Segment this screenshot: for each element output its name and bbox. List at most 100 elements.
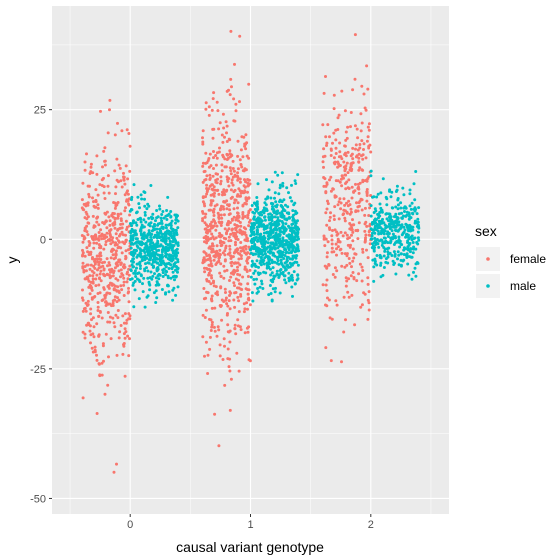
data-point bbox=[202, 250, 206, 254]
data-point bbox=[227, 227, 231, 231]
data-point bbox=[340, 264, 344, 268]
data-point bbox=[176, 258, 180, 262]
data-point bbox=[380, 243, 384, 247]
data-point bbox=[269, 278, 273, 282]
data-point bbox=[372, 279, 376, 283]
data-point bbox=[252, 217, 256, 221]
data-point bbox=[121, 314, 125, 318]
data-point bbox=[362, 92, 366, 96]
data-point bbox=[247, 82, 251, 86]
data-point bbox=[239, 257, 243, 260]
data-point bbox=[116, 316, 120, 320]
data-point bbox=[362, 142, 366, 146]
data-point bbox=[294, 182, 298, 185]
data-point bbox=[234, 198, 238, 202]
data-point bbox=[277, 227, 281, 230]
data-point bbox=[100, 261, 104, 265]
data-point bbox=[328, 228, 332, 231]
data-point bbox=[120, 230, 124, 234]
data-point bbox=[356, 209, 360, 213]
data-point bbox=[102, 191, 106, 195]
data-point bbox=[225, 175, 229, 179]
data-point bbox=[229, 291, 233, 295]
data-point bbox=[388, 219, 392, 223]
data-point bbox=[367, 214, 371, 217]
data-point bbox=[132, 305, 136, 309]
data-point bbox=[236, 139, 240, 143]
data-point bbox=[293, 201, 297, 205]
data-point bbox=[255, 277, 258, 281]
data-point bbox=[288, 261, 292, 265]
series-male bbox=[128, 169, 421, 309]
data-point bbox=[261, 248, 265, 252]
data-point bbox=[376, 229, 380, 233]
data-point bbox=[93, 266, 97, 270]
data-point bbox=[346, 290, 350, 294]
data-point bbox=[126, 334, 130, 338]
data-point bbox=[236, 154, 240, 158]
data-point bbox=[210, 220, 214, 224]
data-point bbox=[116, 278, 120, 282]
data-point bbox=[90, 286, 94, 290]
data-point bbox=[362, 148, 365, 151]
data-point bbox=[98, 272, 102, 276]
data-point bbox=[222, 126, 226, 130]
data-point bbox=[367, 308, 371, 312]
data-point bbox=[115, 300, 119, 304]
data-point bbox=[91, 350, 95, 354]
data-point bbox=[224, 189, 228, 193]
data-point bbox=[203, 240, 206, 244]
point-group-female-1 bbox=[201, 29, 252, 448]
data-point bbox=[396, 197, 400, 200]
data-point bbox=[109, 228, 113, 232]
data-point bbox=[277, 192, 281, 196]
data-point bbox=[402, 206, 406, 210]
data-point bbox=[89, 250, 93, 254]
data-point bbox=[119, 212, 123, 216]
data-point bbox=[361, 269, 365, 272]
data-point bbox=[241, 246, 245, 250]
data-point bbox=[407, 243, 411, 247]
data-point bbox=[90, 235, 94, 238]
data-point bbox=[122, 280, 126, 284]
data-point bbox=[173, 278, 176, 282]
data-point bbox=[361, 157, 365, 161]
data-point bbox=[207, 105, 211, 109]
data-point bbox=[99, 246, 103, 250]
data-point bbox=[218, 121, 222, 125]
data-point bbox=[122, 276, 126, 280]
data-point bbox=[268, 212, 272, 216]
data-point bbox=[253, 262, 257, 266]
data-point bbox=[289, 274, 293, 278]
data-point bbox=[272, 274, 276, 278]
data-point bbox=[343, 231, 347, 235]
data-point bbox=[153, 272, 156, 276]
data-point bbox=[95, 216, 99, 219]
data-point bbox=[237, 310, 241, 314]
data-point bbox=[156, 253, 160, 257]
data-point bbox=[225, 199, 229, 203]
data-point bbox=[120, 226, 124, 230]
data-point bbox=[398, 245, 402, 249]
data-point bbox=[394, 190, 398, 193]
data-point bbox=[373, 231, 377, 235]
data-point bbox=[166, 274, 170, 278]
data-point bbox=[117, 336, 121, 340]
data-point bbox=[369, 194, 373, 197]
data-point bbox=[250, 291, 254, 295]
data-point bbox=[361, 247, 365, 251]
data-point bbox=[406, 247, 410, 251]
data-point bbox=[131, 238, 135, 242]
data-point bbox=[147, 280, 151, 284]
data-point bbox=[95, 172, 99, 176]
data-point bbox=[246, 251, 250, 255]
data-point bbox=[413, 198, 417, 202]
data-point bbox=[129, 229, 133, 233]
data-point bbox=[218, 221, 222, 225]
data-point bbox=[252, 201, 256, 205]
data-point bbox=[369, 150, 373, 154]
data-point bbox=[222, 236, 226, 240]
data-point bbox=[408, 192, 412, 196]
data-point bbox=[397, 263, 401, 267]
data-point bbox=[168, 239, 172, 243]
